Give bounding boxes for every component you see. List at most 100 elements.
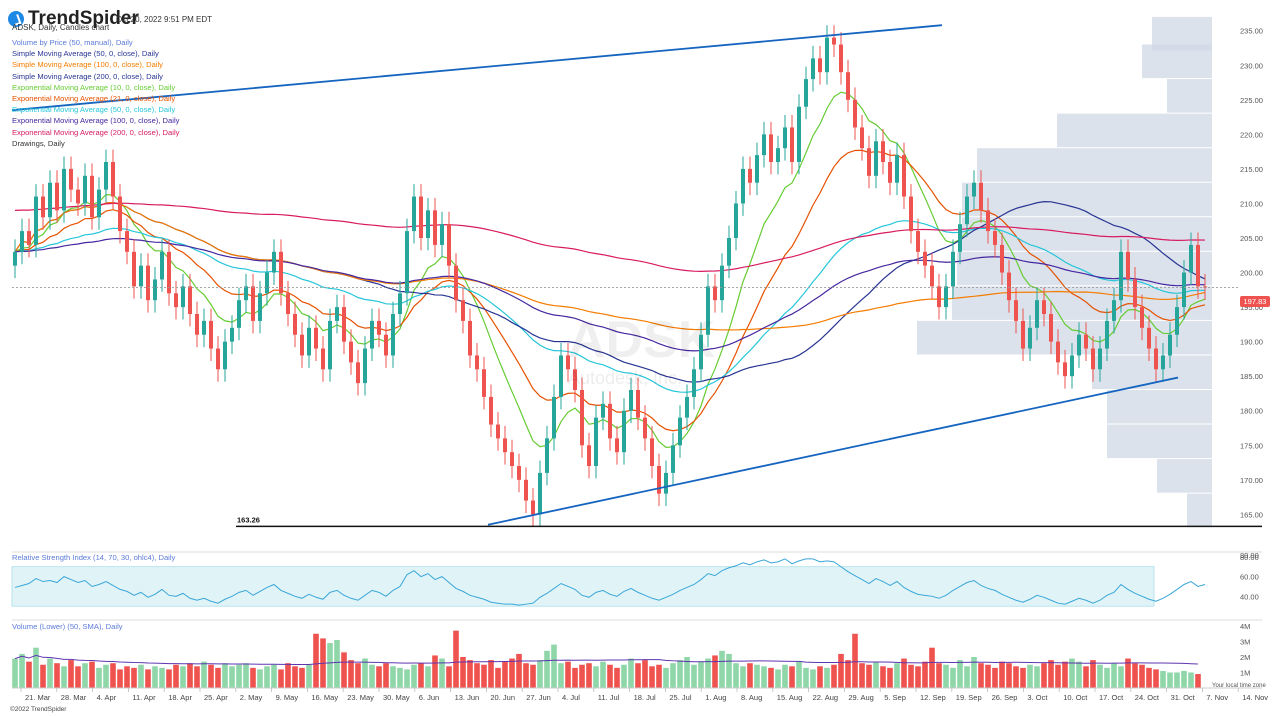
volume-bar xyxy=(670,663,676,688)
volume-bar xyxy=(369,664,375,688)
x-axis-label: 1. Aug xyxy=(705,693,726,702)
candle-body xyxy=(930,265,934,287)
candle-body xyxy=(1203,286,1207,288)
candle-body xyxy=(832,37,836,45)
legend-item[interactable]: Drawings, Daily xyxy=(12,138,65,148)
volume-bar xyxy=(26,661,32,688)
candle-body xyxy=(496,424,500,439)
x-axis-label: 19. Sep xyxy=(956,693,982,702)
candle-body xyxy=(328,320,332,370)
rsi-pane-title[interactable]: Relative Strength Index (14, 70, 30, ohl… xyxy=(12,553,176,562)
candle-body xyxy=(97,189,101,218)
timezone-label[interactable]: Your local time zone xyxy=(1212,683,1266,689)
volume-bar xyxy=(1034,666,1040,688)
volume-bar xyxy=(894,663,900,688)
price-axis-tick: 185.00 xyxy=(1240,372,1263,381)
candle-body xyxy=(433,210,437,245)
candle-body xyxy=(979,182,983,211)
candle-body xyxy=(237,300,241,328)
candle-body xyxy=(188,286,192,314)
volume-by-price-bar xyxy=(1107,424,1212,459)
volume-bar xyxy=(1132,663,1138,688)
candle-body xyxy=(1021,320,1025,349)
volume-bar xyxy=(103,664,109,688)
volume-bar xyxy=(47,658,53,688)
watermark-company: Autodesk, Inc. xyxy=(568,368,683,388)
volume-bar xyxy=(950,667,956,688)
volume-bar xyxy=(1097,664,1103,688)
legend-item[interactable]: Simple Moving Average (50, 0, close), Da… xyxy=(12,49,159,59)
candle-body xyxy=(20,231,24,252)
legend-item[interactable]: Exponential Moving Average (21, 0, close… xyxy=(12,94,176,104)
legend-item[interactable]: Exponential Moving Average (200, 0, clos… xyxy=(12,127,180,137)
volume-bar xyxy=(985,664,991,688)
x-axis-label: 30. May xyxy=(383,693,410,702)
rsi-band xyxy=(11,566,1155,607)
volume-bar xyxy=(964,666,970,688)
volume-bar xyxy=(313,633,319,688)
x-axis-label: 3. Oct xyxy=(1027,693,1048,702)
sma-100-line xyxy=(14,201,1206,331)
candle-body xyxy=(384,334,388,356)
legend-item[interactable]: Volume by Price (50, manual), Daily xyxy=(12,38,133,47)
volume-bar xyxy=(754,664,760,688)
candle-body xyxy=(895,155,899,183)
volume-bar xyxy=(201,661,207,688)
volume-bar xyxy=(628,658,634,688)
volume-bar xyxy=(677,660,683,688)
x-axis-label: 4. Apr xyxy=(97,693,117,702)
candle-body xyxy=(139,265,143,287)
rsi-axis-tick: 60.00 xyxy=(1240,573,1259,582)
candle-body xyxy=(286,293,290,314)
legend-item[interactable]: Simple Moving Average (200, 0, close), D… xyxy=(12,71,163,81)
ema-100-line xyxy=(14,237,1206,352)
x-axis-label: 7. Nov xyxy=(1206,693,1228,702)
volume-bar xyxy=(908,664,914,688)
candle-body xyxy=(412,196,416,232)
candle-body xyxy=(552,396,556,439)
volume-bar xyxy=(775,669,781,688)
volume-bar xyxy=(453,630,459,688)
x-axis-label: 13. Jun xyxy=(455,693,480,702)
legend-item[interactable]: Exponential Moving Average (100, 0, clos… xyxy=(12,116,180,126)
volume-bar xyxy=(838,653,844,688)
volume-bar xyxy=(509,658,515,688)
legend-item[interactable]: Exponential Moving Average (10, 0, close… xyxy=(12,82,176,92)
volume-bar xyxy=(110,663,116,688)
indicator-legend: Volume by Price (50, manual), Daily Simpl… xyxy=(12,37,179,149)
x-axis-label: 14. Nov xyxy=(1242,693,1268,702)
candle-body xyxy=(335,307,339,321)
volume-bar xyxy=(551,644,557,688)
upper-channel-trendline xyxy=(11,24,943,112)
candle-body xyxy=(55,182,59,211)
volume-pane-title[interactable]: Volume (Lower) (50, SMA), Daily xyxy=(12,622,123,631)
volume-by-price-bar xyxy=(1107,390,1212,424)
volume-bar xyxy=(572,667,578,688)
x-axis-label: 12. Sep xyxy=(920,693,946,702)
volume-bar xyxy=(747,663,753,688)
candle-body xyxy=(342,307,346,342)
volume-bar xyxy=(523,663,529,688)
volume-bar xyxy=(19,653,25,688)
candle-body xyxy=(699,334,703,370)
candle-body xyxy=(566,355,570,370)
volume-axis-tick: 3M xyxy=(1240,638,1250,647)
volume-bar xyxy=(481,664,487,688)
legend-item[interactable]: Exponential Moving Average (50, 0, close… xyxy=(12,105,176,115)
volume-by-price-bar xyxy=(962,182,1212,217)
legend-item[interactable]: Simple Moving Average (100, 0, close), D… xyxy=(12,60,163,70)
candle-body xyxy=(545,438,549,473)
candle-body xyxy=(923,251,927,266)
candle-body xyxy=(475,355,479,370)
volume-bar xyxy=(124,666,130,688)
volume-bar xyxy=(236,664,242,688)
volume-bar xyxy=(460,657,466,688)
rsi-axis-tick: 80.00 xyxy=(1240,553,1259,562)
volume-bar xyxy=(271,664,277,688)
candle-body xyxy=(1070,355,1074,377)
volume-bar xyxy=(1188,672,1194,688)
volume-bar xyxy=(831,664,837,688)
volume-bar xyxy=(782,664,788,688)
volume-by-price-bar xyxy=(1057,113,1212,148)
